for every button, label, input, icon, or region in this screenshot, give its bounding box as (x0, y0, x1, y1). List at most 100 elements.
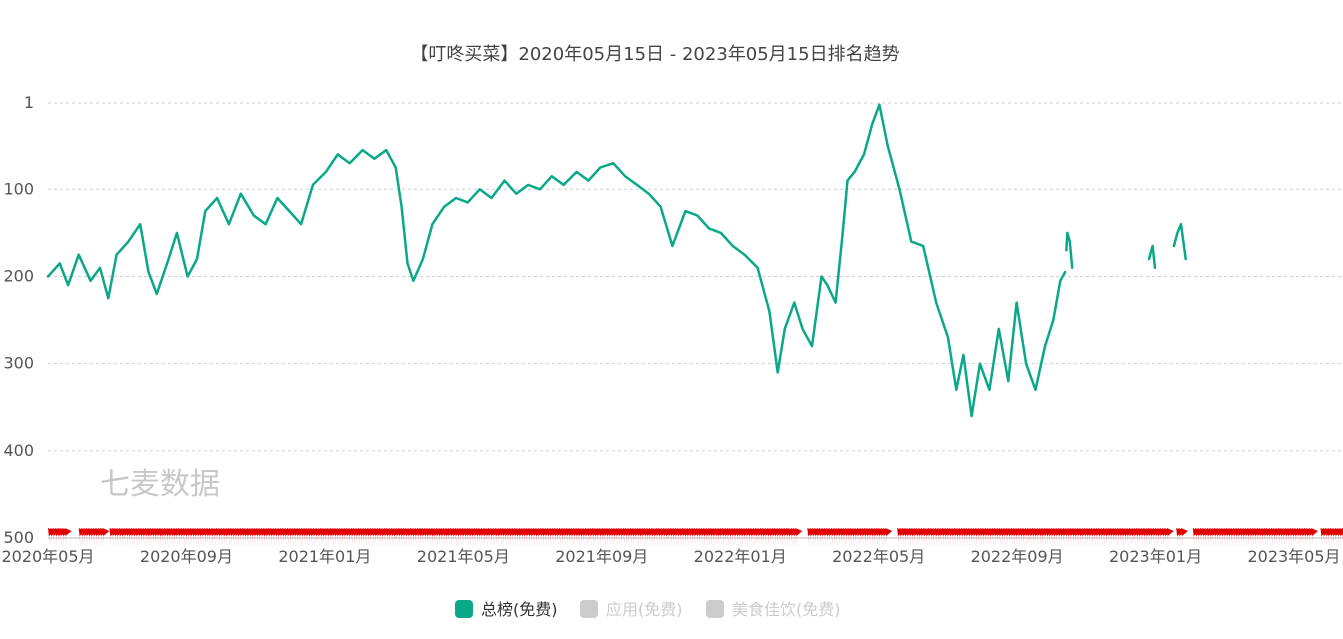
flag-marker (1105, 528, 1113, 547)
flag-marker (618, 528, 625, 547)
flag-marker (712, 528, 720, 547)
flag-marker (348, 528, 356, 547)
flag-marker (334, 528, 342, 547)
flag-marker (592, 528, 599, 547)
flag-marker (1268, 528, 1276, 547)
flag-marker (610, 528, 618, 547)
flag-marker (1088, 528, 1096, 547)
flag-marker (502, 528, 510, 547)
flag-marker (1022, 528, 1030, 547)
flag-marker (930, 528, 938, 547)
flag-marker (414, 528, 422, 547)
flag-marker (398, 528, 406, 547)
flag-marker (625, 528, 633, 547)
flag-marker (48, 528, 55, 547)
flag-marker (417, 528, 424, 547)
flag-marker (168, 528, 176, 547)
flag-marker (178, 528, 186, 547)
flag-marker (1046, 528, 1054, 547)
flag-marker (1304, 528, 1311, 547)
flag-marker (421, 528, 429, 547)
flag-marker (1157, 528, 1165, 547)
flag-marker (667, 528, 675, 547)
flag-marker (1062, 528, 1070, 547)
flag-marker (1292, 528, 1300, 547)
flag-marker (722, 528, 730, 547)
flag-marker (263, 528, 271, 547)
legend-item[interactable]: 应用(免费) (580, 600, 683, 619)
flag-marker (1010, 528, 1018, 547)
flag-marker (357, 528, 365, 547)
flag-marker (769, 528, 777, 547)
flag-marker (648, 528, 656, 547)
flag-marker (528, 528, 536, 547)
flag-marker (379, 528, 387, 547)
flag-marker (435, 528, 443, 547)
flag-marker (78, 528, 86, 547)
flag-marker (644, 528, 652, 547)
flag-marker (1311, 528, 1319, 547)
flag-marker (447, 528, 455, 547)
flag-marker (665, 528, 673, 547)
flag-marker (795, 528, 803, 547)
flag-marker (594, 528, 602, 547)
flag-marker (970, 528, 978, 547)
flag-marker (556, 528, 564, 547)
x-tick-label: 2021年05月 (417, 547, 510, 566)
flag-marker (731, 528, 739, 547)
y-tick-label: 1 (24, 93, 34, 112)
flag-marker (823, 528, 831, 547)
flag-marker (497, 528, 505, 547)
flag-marker (1126, 528, 1134, 547)
flag-marker (109, 528, 117, 547)
legend-item[interactable]: 总榜(免费) (455, 600, 558, 619)
flag-marker (296, 528, 304, 547)
flag-marker (951, 528, 959, 547)
flag-marker (152, 528, 160, 547)
x-tick-label: 2021年09月 (555, 547, 648, 566)
flag-marker (1005, 528, 1013, 547)
flag-marker (327, 528, 335, 547)
flag-marker (906, 528, 914, 547)
flag-marker (1266, 528, 1274, 547)
flag-marker (1251, 528, 1259, 547)
flag-marker (1242, 528, 1250, 547)
flag-marker (360, 528, 368, 547)
flag-marker (977, 528, 985, 547)
flag-marker (854, 528, 862, 547)
flag-marker (816, 528, 824, 547)
flag-marker (724, 528, 732, 547)
flag-marker (303, 528, 311, 547)
flag-marker (126, 528, 134, 547)
flag-marker (710, 528, 718, 547)
flag-marker (963, 528, 971, 547)
flag-marker (932, 528, 940, 547)
flag-marker (163, 528, 171, 547)
flag-marker (875, 528, 883, 547)
flag-marker (324, 528, 332, 547)
flag-marker (1107, 528, 1115, 547)
flag-marker (939, 528, 947, 547)
flag-marker (748, 528, 756, 547)
flag-marker (343, 528, 351, 547)
legend-item[interactable]: 美食佳饮(免费) (706, 600, 841, 619)
flag-marker (443, 528, 450, 547)
flag-marker (847, 528, 855, 547)
y-tick-label: 300 (3, 354, 34, 373)
flag-marker (92, 528, 100, 547)
flag-marker (1065, 528, 1073, 547)
flag-marker (634, 528, 642, 547)
flag-marker (670, 528, 678, 547)
flag-marker (121, 528, 129, 547)
flag-marker (861, 528, 869, 547)
x-tick-label: 2023年05月 (1247, 547, 1340, 566)
x-tick-label: 2020年05月 (1, 547, 94, 566)
flag-marker (1325, 528, 1333, 547)
flag-marker (402, 528, 410, 547)
flag-marker (1027, 528, 1035, 547)
flag-marker (1110, 528, 1117, 547)
flag-marker (353, 528, 361, 547)
flag-marker (478, 528, 486, 547)
flag-marker (1230, 528, 1238, 547)
flag-marker (901, 528, 909, 547)
